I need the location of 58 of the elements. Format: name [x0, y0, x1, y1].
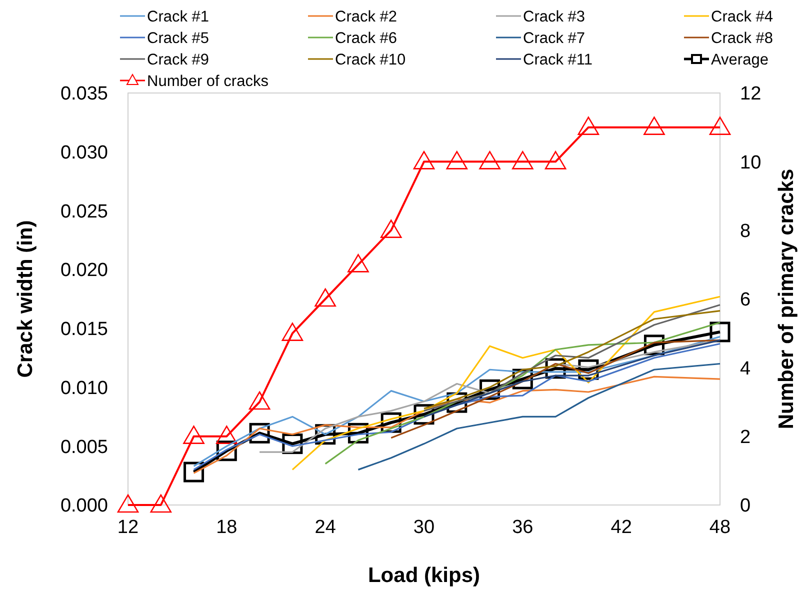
legend-label: Crack #2 [335, 8, 398, 26]
y2-tick-label: 2 [740, 426, 751, 448]
point [709, 116, 731, 135]
x-tick-label: 30 [413, 517, 435, 538]
y-tick-label: 0.020 [60, 260, 108, 282]
point [216, 426, 238, 444]
y2-tick-label: 6 [740, 290, 751, 311]
point [183, 426, 204, 444]
legend-label: Crack #9 [147, 51, 210, 68]
x-axis-title: Load (kips) [368, 564, 480, 587]
point [248, 391, 270, 410]
legend-label: Crack #4 [711, 8, 774, 26]
legend-label: Crack #8 [711, 30, 774, 47]
x-tick-label: 48 [709, 517, 731, 538]
legend-label: Crack #11 [523, 51, 592, 68]
legend-label: Crack #5 [147, 30, 210, 47]
point [117, 494, 139, 513]
y2-tick-label: 8 [740, 220, 751, 242]
line-series [292, 296, 721, 470]
y-tick-label: 0.005 [60, 436, 108, 458]
line-series [357, 362, 721, 470]
y-tick-label: 0.025 [60, 201, 108, 222]
point [150, 494, 172, 513]
y-axis-title: Crack width (in) [14, 220, 37, 378]
y-tick-label: 0.000 [60, 496, 108, 517]
legend-label: Crack #1 [147, 8, 210, 26]
x-tick-label: 36 [512, 517, 534, 538]
x-tick-label: 18 [216, 517, 238, 538]
x-tick-label: 12 [117, 517, 139, 538]
point [282, 322, 304, 341]
y2-tick-label: 0 [740, 496, 751, 517]
y-tick-label: 0.030 [60, 142, 108, 164]
point [348, 254, 369, 272]
point [413, 151, 435, 170]
point [578, 116, 600, 135]
point [446, 151, 468, 170]
legend-label: Number of cracks [147, 72, 269, 90]
point [184, 462, 204, 482]
y-tick-label: 0.015 [60, 319, 108, 340]
legend-label: Crack #3 [523, 8, 586, 26]
y2-tick-label: 12 [740, 84, 762, 105]
y2-tick-label: 10 [740, 152, 762, 174]
legend-label: Crack #10 [335, 51, 406, 68]
x-tick-label: 24 [314, 517, 336, 538]
legend-label: Crack #7 [523, 30, 586, 47]
y-tick-label: 0.010 [60, 378, 108, 399]
legend-label: Crack #6 [335, 30, 398, 47]
y-tick-label: 0.035 [60, 84, 108, 105]
legend-label: Average [711, 51, 768, 68]
point [512, 151, 534, 170]
x-tick-label: 42 [610, 517, 632, 538]
point [544, 151, 566, 170]
point [314, 288, 336, 307]
point [380, 220, 402, 238]
y2-axis-title: Number of primary cracks [775, 168, 798, 430]
y2-tick-label: 4 [740, 358, 751, 380]
point [479, 151, 500, 170]
point [644, 116, 665, 135]
